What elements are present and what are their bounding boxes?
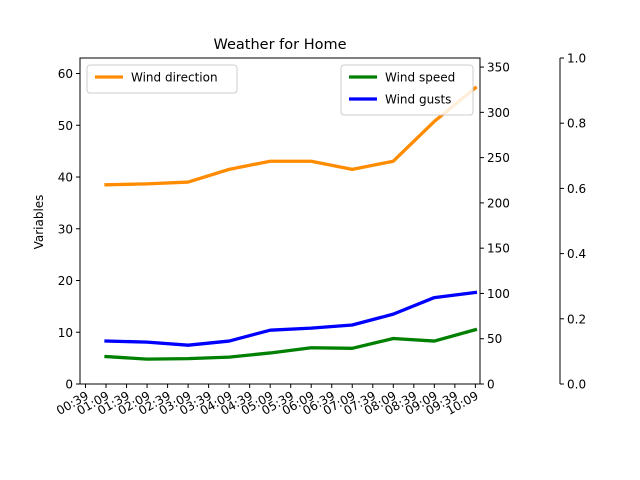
left-tick-label: 40 xyxy=(58,171,73,185)
left-tick-label: 10 xyxy=(58,326,73,340)
far-right-tick-label: 0.6 xyxy=(567,182,586,196)
right-tick-label: 100 xyxy=(487,287,510,301)
left-axis-label: Variables xyxy=(32,195,46,250)
axes-layer: 0 10 20 30 40 50 60 0 50 100 150 200 250 300 350 0.0 0.2… xyxy=(54,52,586,418)
left-tick-label: 0 xyxy=(65,378,73,392)
legend-entry-label: Wind gusts xyxy=(385,93,451,107)
right-tick-label: 50 xyxy=(487,332,502,346)
right-tick-label: 200 xyxy=(487,196,510,210)
left-tick-label: 20 xyxy=(58,274,73,288)
far-right-tick-label: 0.4 xyxy=(567,247,586,261)
series-layer xyxy=(104,85,478,361)
left-tick-label: 30 xyxy=(58,222,73,236)
legend-upper-right: Wind speed Wind gusts xyxy=(340,64,474,116)
legend-upper-left: Wind direction xyxy=(86,64,238,94)
series-line-wind-gusts xyxy=(104,290,478,347)
legend-entry-label: Wind direction xyxy=(131,71,218,85)
right-tick-label: 150 xyxy=(487,242,510,256)
left-tick-label: 60 xyxy=(58,67,73,81)
legend-entry-label: Wind speed xyxy=(385,71,455,85)
series-line-wind-direction xyxy=(104,85,478,187)
legend-layer: Wind direction Wind speed Wind gusts xyxy=(86,64,474,116)
right-tick-label: 350 xyxy=(487,61,510,75)
legend-box xyxy=(86,64,238,94)
far-right-tick-label: 0.8 xyxy=(567,117,586,131)
right-tick-label: 300 xyxy=(487,106,510,120)
series-line-wind-speed xyxy=(104,327,478,361)
plot-frame xyxy=(79,57,481,385)
right-tick-label: 250 xyxy=(487,151,510,165)
far-right-tick-label: 0.0 xyxy=(567,378,586,392)
far-right-tick-label: 0.2 xyxy=(567,312,586,326)
chart-title: Weather for Home xyxy=(213,37,346,53)
far-right-tick-label: 1.0 xyxy=(567,52,586,66)
right-tick-label: 0 xyxy=(487,378,495,392)
left-tick-label: 50 xyxy=(58,119,73,133)
